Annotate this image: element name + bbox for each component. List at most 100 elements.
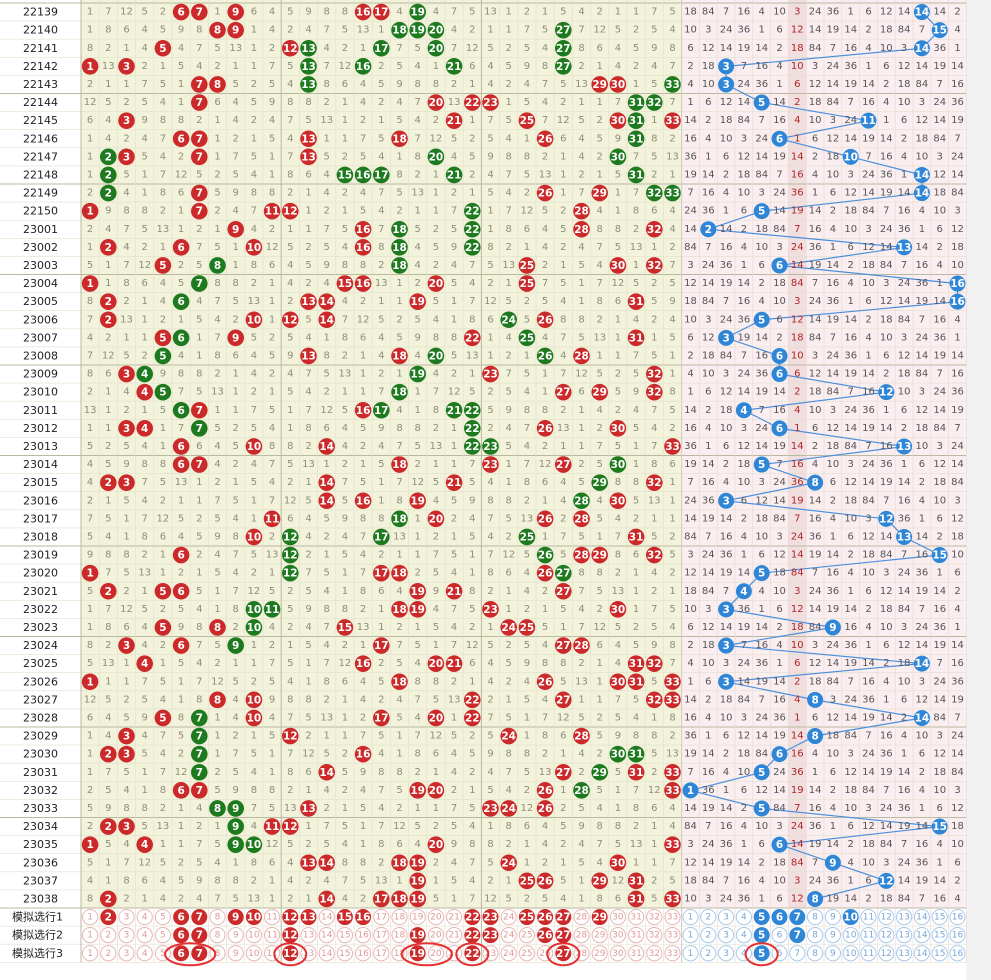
empty-ball-icon[interactable]: 2 xyxy=(700,908,717,926)
empty-ball-icon[interactable]: 8 xyxy=(209,908,226,926)
empty-ball-icon[interactable]: 9 xyxy=(227,927,244,944)
empty-ball-icon[interactable]: 24 xyxy=(500,908,517,926)
empty-ball-icon[interactable]: 11 xyxy=(860,908,877,926)
empty-ball-icon[interactable]: 28 xyxy=(573,927,590,944)
empty-ball-icon[interactable]: 33 xyxy=(664,908,681,926)
empty-ball-icon[interactable]: 17 xyxy=(373,945,390,962)
empty-ball-icon[interactable]: 2 xyxy=(700,927,717,944)
empty-ball-icon[interactable]: 16 xyxy=(949,908,966,926)
empty-ball-icon[interactable]: 1 xyxy=(682,945,699,962)
empty-ball-icon[interactable]: 11 xyxy=(264,908,281,926)
empty-ball-icon[interactable]: 1 xyxy=(682,908,699,926)
empty-ball-icon[interactable]: 15 xyxy=(931,927,948,944)
empty-ball-icon[interactable]: 8 xyxy=(807,945,824,962)
empty-ball-icon[interactable]: 10 xyxy=(245,945,262,962)
empty-ball-icon[interactable]: 3 xyxy=(718,945,735,962)
empty-ball-icon[interactable]: 14 xyxy=(318,908,335,926)
empty-ball-icon[interactable]: 32 xyxy=(646,927,663,944)
empty-ball-icon[interactable]: 17 xyxy=(373,908,390,926)
empty-ball-icon[interactable]: 3 xyxy=(118,927,135,944)
empty-ball-icon[interactable]: 11 xyxy=(264,927,281,944)
empty-ball-icon[interactable]: 14 xyxy=(913,908,931,926)
empty-ball-icon[interactable]: 20 xyxy=(427,908,444,926)
empty-ball-icon[interactable]: 30 xyxy=(609,945,627,962)
empty-ball-icon[interactable]: 15 xyxy=(336,927,353,944)
empty-ball-icon[interactable]: 31 xyxy=(628,927,645,944)
empty-ball-icon[interactable]: 17 xyxy=(373,927,390,944)
empty-ball-icon[interactable]: 10 xyxy=(245,927,262,944)
empty-ball-icon[interactable]: 20 xyxy=(427,945,444,962)
empty-ball-icon[interactable]: 32 xyxy=(646,945,663,962)
empty-ball-icon[interactable]: 21 xyxy=(446,908,463,926)
empty-ball-icon[interactable]: 13 xyxy=(896,945,913,962)
empty-ball-icon[interactable]: 21 xyxy=(446,927,463,944)
empty-ball-icon[interactable]: 11 xyxy=(860,945,877,962)
empty-ball-icon[interactable]: 1 xyxy=(82,908,99,926)
empty-ball-icon[interactable]: 14 xyxy=(913,945,931,962)
empty-ball-icon[interactable]: 19 xyxy=(409,908,426,926)
empty-ball-icon[interactable]: 14 xyxy=(318,945,335,962)
empty-ball-icon[interactable]: 25 xyxy=(518,945,536,962)
empty-ball-icon[interactable]: 28 xyxy=(573,908,590,926)
empty-ball-icon[interactable]: 24 xyxy=(500,927,517,944)
empty-ball-icon[interactable]: 8 xyxy=(807,927,824,944)
empty-ball-icon[interactable]: 4 xyxy=(735,908,753,926)
empty-ball-icon[interactable]: 15 xyxy=(336,945,353,962)
empty-ball-icon[interactable]: 10 xyxy=(842,927,859,944)
empty-ball-icon[interactable]: 9 xyxy=(227,945,244,962)
empty-ball-icon[interactable]: 32 xyxy=(646,908,663,926)
empty-ball-icon[interactable]: 3 xyxy=(718,908,735,926)
empty-ball-icon[interactable]: 8 xyxy=(807,908,824,926)
empty-ball-icon[interactable]: 25 xyxy=(518,927,536,944)
empty-ball-icon[interactable]: 3 xyxy=(718,927,735,944)
scrollbar-track[interactable] xyxy=(966,0,991,980)
empty-ball-icon[interactable]: 31 xyxy=(628,945,645,962)
empty-ball-icon[interactable]: 16 xyxy=(355,945,372,962)
empty-ball-icon[interactable]: 13 xyxy=(896,927,913,944)
empty-ball-icon[interactable]: 29 xyxy=(591,927,608,944)
empty-ball-icon[interactable]: 7 xyxy=(789,945,806,962)
empty-ball-icon[interactable]: 1 xyxy=(682,927,699,944)
empty-ball-icon[interactable]: 13 xyxy=(300,927,317,944)
empty-ball-icon[interactable]: 13 xyxy=(896,908,913,926)
empty-ball-icon[interactable]: 2 xyxy=(700,945,717,962)
empty-ball-icon[interactable]: 18 xyxy=(391,908,408,926)
empty-ball-icon[interactable]: 14 xyxy=(318,927,335,944)
empty-ball-icon[interactable]: 12 xyxy=(878,945,895,962)
empty-ball-icon[interactable]: 9 xyxy=(824,927,842,944)
empty-ball-icon[interactable]: 30 xyxy=(609,908,627,926)
empty-ball-icon[interactable]: 1 xyxy=(82,927,99,944)
empty-ball-icon[interactable]: 2 xyxy=(100,945,117,962)
empty-ball-icon[interactable]: 31 xyxy=(628,908,645,926)
empty-ball-icon[interactable]: 24 xyxy=(500,945,517,962)
empty-ball-icon[interactable]: 9 xyxy=(824,945,842,962)
empty-ball-icon[interactable]: 4 xyxy=(136,908,153,926)
empty-ball-icon[interactable]: 5 xyxy=(154,908,171,926)
empty-ball-icon[interactable]: 10 xyxy=(842,945,859,962)
empty-ball-icon[interactable]: 8 xyxy=(209,927,226,944)
empty-ball-icon[interactable]: 3 xyxy=(118,945,135,962)
empty-ball-icon[interactable]: 16 xyxy=(949,927,966,944)
empty-ball-icon[interactable]: 6 xyxy=(771,927,788,944)
empty-ball-icon[interactable]: 15 xyxy=(931,908,948,926)
empty-ball-icon[interactable]: 9 xyxy=(824,908,842,926)
empty-ball-icon[interactable]: 14 xyxy=(913,927,931,944)
empty-ball-icon[interactable]: 30 xyxy=(609,927,627,944)
empty-ball-icon[interactable]: 20 xyxy=(427,927,444,944)
empty-ball-icon[interactable]: 12 xyxy=(878,908,895,926)
empty-ball-icon[interactable]: 16 xyxy=(355,927,372,944)
empty-ball-icon[interactable]: 18 xyxy=(391,927,408,944)
empty-ball-icon[interactable]: 4 xyxy=(735,927,753,944)
empty-ball-icon[interactable]: 33 xyxy=(664,927,681,944)
empty-ball-icon[interactable]: 3 xyxy=(118,908,135,926)
empty-ball-icon[interactable]: 4 xyxy=(136,927,153,944)
empty-ball-icon[interactable]: 11 xyxy=(860,927,877,944)
empty-ball-icon[interactable]: 5 xyxy=(154,927,171,944)
empty-ball-icon[interactable]: 1 xyxy=(82,945,99,962)
empty-ball-icon[interactable]: 15 xyxy=(931,945,948,962)
empty-ball-icon[interactable]: 33 xyxy=(664,945,681,962)
empty-ball-icon[interactable]: 2 xyxy=(100,927,117,944)
empty-ball-icon[interactable]: 4 xyxy=(136,945,153,962)
empty-ball-icon[interactable]: 16 xyxy=(949,945,966,962)
empty-ball-icon[interactable]: 29 xyxy=(591,945,608,962)
